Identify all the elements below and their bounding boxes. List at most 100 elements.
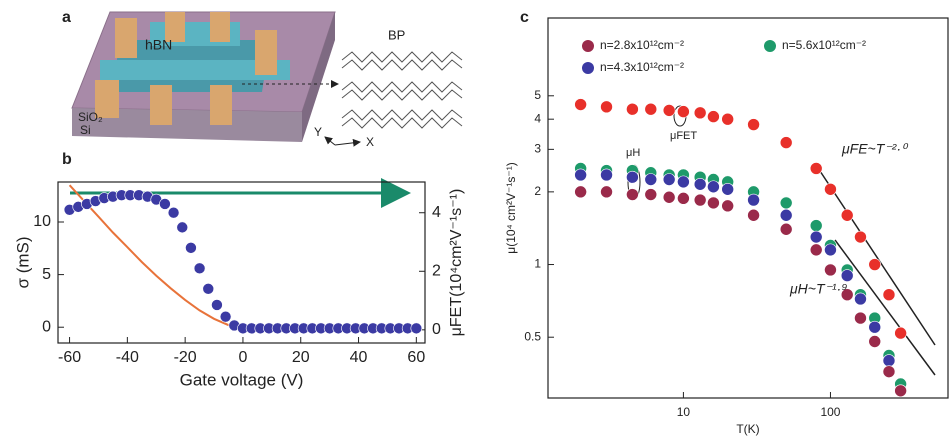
- data-point: [600, 100, 613, 114]
- y-tick-label: 4: [534, 111, 541, 125]
- data-point: [882, 288, 896, 301]
- y-tick-label: 0.5: [524, 329, 541, 343]
- data-point: [882, 354, 896, 367]
- data-point: [747, 193, 760, 207]
- fit-line: [834, 239, 936, 376]
- data-point: [840, 288, 854, 301]
- data-point: [693, 106, 707, 120]
- electrode: [210, 12, 230, 42]
- data-point: [211, 299, 223, 311]
- data-point: [176, 221, 189, 234]
- data-point: [894, 326, 907, 340]
- data-point: [779, 222, 793, 236]
- x-axis-label: T(K): [736, 422, 759, 436]
- y-tick-label: 5: [42, 266, 51, 283]
- data-point: [779, 208, 793, 222]
- data-point: [410, 322, 423, 335]
- y-axis-label: μ(10⁴ cm²V⁻¹s⁻¹): [504, 162, 518, 253]
- y2-tick-label: 4: [432, 204, 441, 221]
- data-point: [677, 175, 690, 189]
- legend-label: n=5.6x10¹²cm⁻²: [782, 38, 866, 52]
- data-point: [868, 320, 882, 334]
- legend-label: n=4.3x10¹²cm⁻²: [600, 60, 684, 74]
- flake-label: hBN: [145, 37, 172, 53]
- data-point: [894, 384, 907, 398]
- data-point: [193, 262, 206, 275]
- device-schematic: [71, 11, 463, 147]
- annotation: μFE~T⁻²·⁰: [841, 141, 909, 157]
- data-point: [662, 104, 676, 117]
- annotation: μFET: [670, 130, 697, 142]
- x-tick-label: 40: [350, 349, 368, 366]
- x-tick-label: -60: [58, 349, 81, 366]
- data-point: [677, 105, 690, 118]
- electrode: [255, 30, 277, 75]
- x-tick-label: 0: [238, 349, 247, 366]
- data-point: [574, 185, 587, 199]
- data-point: [219, 310, 232, 323]
- data-point: [626, 102, 639, 116]
- data-point: [809, 162, 823, 175]
- electrode: [210, 85, 232, 125]
- crystal-label: BP: [388, 27, 405, 42]
- data-point: [677, 192, 690, 205]
- data-point: [574, 98, 587, 111]
- data-point: [707, 196, 720, 210]
- legend-marker: [582, 40, 594, 52]
- oxide-label: SiO₂: [78, 110, 103, 124]
- data-point: [809, 243, 823, 257]
- data-point: [854, 311, 867, 325]
- data-point: [854, 292, 867, 306]
- panel-label: b: [62, 151, 72, 168]
- data-point: [159, 198, 171, 210]
- data-point: [779, 196, 793, 210]
- axis-arrow: [334, 138, 361, 147]
- data-point: [644, 102, 658, 116]
- plot-frame: [547, 17, 949, 399]
- panel-label: c: [520, 9, 529, 26]
- electrode: [115, 18, 137, 58]
- x-tick-label: 60: [407, 349, 425, 366]
- legend-marker: [582, 62, 594, 74]
- y-tick-label: 10: [33, 213, 51, 230]
- substrate-label: Si: [80, 123, 91, 137]
- axis-x-label: X: [366, 135, 374, 149]
- x-tick-label: -20: [174, 349, 197, 366]
- electrode: [165, 12, 185, 42]
- data-point: [185, 242, 197, 254]
- data-point: [882, 365, 896, 378]
- y-tick-label: 0: [42, 318, 51, 335]
- data-point: [662, 173, 676, 186]
- electrode: [95, 80, 119, 118]
- annotation: μH~T⁻¹·⁹: [789, 281, 847, 297]
- data-point: [840, 269, 854, 282]
- data-point: [721, 182, 734, 196]
- data-point: [809, 219, 823, 232]
- data-line: [68, 184, 417, 329]
- x-tick-label: 20: [292, 349, 310, 366]
- data-point: [644, 188, 658, 201]
- data-point: [840, 208, 854, 222]
- x-tick-label: 100: [820, 405, 840, 419]
- annotation: μH: [626, 147, 640, 159]
- x-tick-label: 10: [677, 405, 691, 419]
- y-tick-label: 3: [534, 142, 541, 156]
- data-point: [747, 208, 760, 222]
- electrode: [150, 85, 172, 125]
- data-point: [868, 335, 882, 348]
- y-axis-label: σ (mS): [13, 236, 32, 288]
- axis-arrow: [324, 136, 336, 146]
- data-point: [600, 168, 613, 182]
- data-point: [167, 206, 180, 219]
- fit-line: [817, 167, 936, 346]
- data-point: [693, 193, 707, 207]
- data-point: [600, 185, 613, 199]
- data-point: [574, 168, 587, 182]
- substrate-side: [302, 12, 335, 142]
- data-point: [747, 118, 760, 131]
- data-point: [693, 177, 707, 191]
- data-point: [824, 182, 837, 196]
- y2-axis-label: μFET(10⁴cm²V⁻¹s⁻¹): [448, 189, 465, 337]
- data-point: [779, 136, 793, 149]
